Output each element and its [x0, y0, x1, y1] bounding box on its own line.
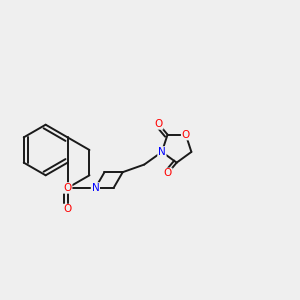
Text: O: O — [164, 168, 172, 178]
Text: O: O — [154, 119, 163, 129]
Text: N: N — [158, 147, 166, 157]
Text: O: O — [63, 204, 72, 214]
Text: N: N — [92, 183, 99, 193]
Text: O: O — [63, 183, 72, 193]
Text: O: O — [182, 130, 190, 140]
